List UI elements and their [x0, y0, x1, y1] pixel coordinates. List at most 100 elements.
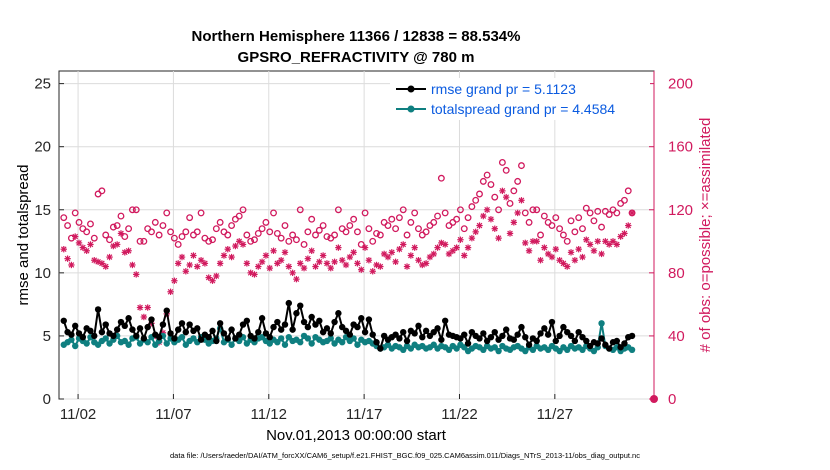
obs-possible-point — [121, 233, 129, 241]
obs-assimilated-stroke — [236, 238, 243, 245]
obs-possible-point — [281, 222, 289, 229]
obs-assimilated-point — [277, 257, 285, 264]
rmse-point — [186, 321, 193, 328]
obs-assimilated-point — [129, 261, 136, 269]
obs-assimilated-point — [213, 272, 220, 280]
obs-assimilated-stroke — [518, 197, 525, 204]
obs-assimilated-point — [224, 245, 231, 253]
y-right-tick-label: 200 — [668, 76, 693, 93]
rmse-point — [525, 341, 533, 348]
obs-assimilated-point — [537, 257, 544, 264]
obs-assimilated-stroke — [198, 257, 204, 264]
obs-possible-point — [174, 241, 182, 248]
obs-assimilated-stroke — [293, 276, 300, 282]
obs-possible-point — [296, 206, 304, 214]
y-right-tick-label: 160 — [668, 139, 693, 156]
obs-assimilated-stroke — [171, 277, 178, 284]
obs-assimilated-stroke — [305, 255, 311, 262]
obs-assimilated-point — [506, 230, 514, 237]
obs-possible-point — [476, 190, 483, 198]
rmse-point — [335, 310, 342, 317]
x-axis-label: Nov.01,2013 00:00:00 start — [266, 427, 447, 444]
obs-assimilated-stroke — [408, 252, 414, 259]
obs-possible-point — [350, 215, 358, 223]
obs-possible-point — [128, 206, 136, 214]
rmse-point — [396, 335, 403, 342]
obs-possible-point — [132, 206, 140, 214]
rmse-point — [411, 330, 418, 337]
obs-assimilated-point — [338, 257, 346, 264]
obs-assimilated-stroke — [354, 260, 361, 267]
obs-possible-point — [304, 228, 312, 236]
obs-possible-point — [559, 231, 567, 239]
legend-box — [390, 78, 650, 120]
rmse-point — [438, 336, 445, 343]
obs-assimilated-point — [495, 234, 502, 242]
rmse-point — [213, 337, 220, 345]
obs-possible-point — [624, 187, 632, 195]
rmse-point — [60, 317, 67, 324]
obs-possible-point — [552, 214, 560, 222]
obs-assimilated-stroke — [240, 241, 246, 248]
rmse-point — [281, 321, 289, 328]
obs-assimilated-stroke — [285, 263, 292, 270]
obs-possible-point — [430, 218, 438, 226]
rmse-point — [403, 337, 411, 345]
obs-possible-point — [90, 234, 98, 242]
obs-assimilated-point — [243, 260, 251, 267]
obs-possible-point — [533, 206, 541, 214]
obs-possible-point — [354, 228, 361, 236]
totalspread-point — [125, 341, 132, 348]
obs-possible-point — [224, 231, 232, 239]
rmse-point — [216, 320, 224, 327]
obs-assimilated-point — [392, 258, 399, 266]
obs-assimilated-stroke — [255, 263, 262, 270]
y-left-tick-label: 5 — [43, 328, 51, 345]
rmse-point — [293, 310, 300, 317]
obs-assimilated-stroke — [118, 230, 124, 237]
obs-assimilated-point — [239, 241, 247, 248]
rmse-point — [236, 331, 243, 338]
obs-assimilated-stroke — [472, 229, 479, 235]
obs-assimilated-point — [194, 263, 201, 270]
obs-possible-point — [239, 206, 247, 214]
rmse-point — [499, 332, 506, 340]
obs-assimilated-stroke — [217, 260, 223, 267]
obs-assimilated-point — [552, 245, 559, 253]
obs-assimilated-stroke — [76, 240, 82, 246]
obs-possible-point — [136, 237, 144, 245]
obs-assimilated-stroke — [175, 260, 182, 267]
obs-assimilated-stroke — [587, 241, 593, 248]
obs-possible-point — [613, 209, 621, 217]
rmse-point — [487, 333, 495, 341]
obs-assimilated-point — [60, 245, 67, 253]
rmse-point — [79, 333, 87, 341]
obs-assimilated-point — [117, 230, 125, 237]
obs-assimilated-stroke — [373, 262, 380, 268]
obs-possible-point — [498, 159, 506, 166]
obs-assimilated-point — [384, 253, 392, 261]
obs-assimilated-point — [75, 239, 83, 247]
obs-possible-point — [167, 228, 175, 236]
obs-assimilated-stroke — [68, 262, 75, 268]
chart-title: Northern Hemisphere 11366 / 12838 = 88.5… — [192, 28, 521, 45]
obs-assimilated-stroke — [495, 235, 502, 241]
obs-assimilated-stroke — [423, 260, 429, 267]
obs-assimilated-point — [533, 238, 540, 245]
legend-spread-marker — [407, 105, 415, 113]
obs-assimilated-stroke — [613, 241, 620, 248]
obs-assimilated-stroke — [583, 236, 590, 243]
obs-possible-point — [403, 231, 411, 239]
rmse-point — [548, 318, 556, 326]
rmse-point — [121, 322, 128, 330]
obs-possible-point — [434, 212, 441, 220]
obs-possible-point — [540, 212, 548, 220]
obs-possible-point — [594, 207, 602, 215]
rmse-point — [327, 330, 334, 337]
rmse-point — [537, 330, 544, 337]
obs-possible-point — [140, 237, 148, 245]
obs-assimilated-point — [411, 244, 418, 251]
rmse-point — [560, 323, 567, 331]
obs-possible-point — [518, 162, 525, 170]
obs-possible-point — [319, 222, 327, 229]
